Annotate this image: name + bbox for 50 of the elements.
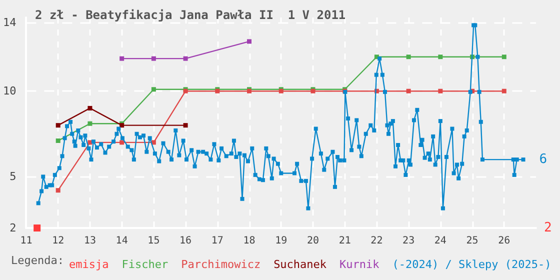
text: Parchimowicz (181, 258, 261, 271)
x-tick-label: 25 (466, 236, 478, 246)
text: Kurnik (340, 258, 380, 271)
x-tick-label: 23 (402, 236, 415, 246)
x-tick-label: 21 (338, 236, 351, 246)
x-tick-label: 17 (211, 236, 224, 246)
x-tick-label: 14 (116, 236, 128, 246)
text: Fischer (122, 258, 168, 271)
text: emisja (69, 258, 109, 271)
text: 2 (544, 220, 552, 236)
point (438, 88, 443, 94)
point (438, 54, 443, 60)
point (151, 87, 156, 92)
point (406, 88, 411, 94)
x-tick-label: 16 (180, 236, 192, 246)
x-tick-label: 24 (434, 236, 446, 246)
x-tick-label: 20 (306, 236, 320, 246)
text: Suchanek (274, 258, 327, 271)
point (88, 121, 92, 126)
x-tick-label: 18 (243, 236, 256, 246)
point (56, 138, 60, 143)
x-tick-label: 13 (84, 236, 96, 246)
data-label: 6 (539, 152, 548, 168)
x-tick-label: 11 (20, 236, 32, 246)
y-tick-label: 5 (10, 170, 16, 184)
x-tick-label: 26 (498, 236, 510, 246)
x-tick-label: 15 (148, 236, 160, 246)
x-tick-label: 12 (52, 236, 64, 246)
point (120, 56, 124, 61)
point (406, 54, 411, 60)
point (151, 56, 156, 61)
point (120, 140, 124, 145)
text: (-2024) / Sklepy (2025-) (392, 258, 552, 271)
point (502, 54, 506, 60)
point (151, 140, 156, 145)
point (502, 88, 506, 94)
point (183, 123, 188, 128)
y-tick-label: 14 (2, 16, 17, 30)
x-tick-label: 19 (275, 236, 288, 246)
point (183, 56, 188, 61)
point (247, 39, 252, 44)
point (56, 123, 60, 128)
y-tick-label: 10 (2, 84, 16, 98)
chart-title: 2 zł - Beatyfikacja Jana Pawła II 1 V 2011 (35, 8, 346, 22)
legend-title: Legenda: (11, 254, 64, 267)
point (88, 106, 92, 110)
point (56, 188, 60, 193)
y-tick-label: 2 (10, 222, 16, 234)
point (34, 224, 41, 232)
x-tick-label: 22 (370, 236, 383, 246)
